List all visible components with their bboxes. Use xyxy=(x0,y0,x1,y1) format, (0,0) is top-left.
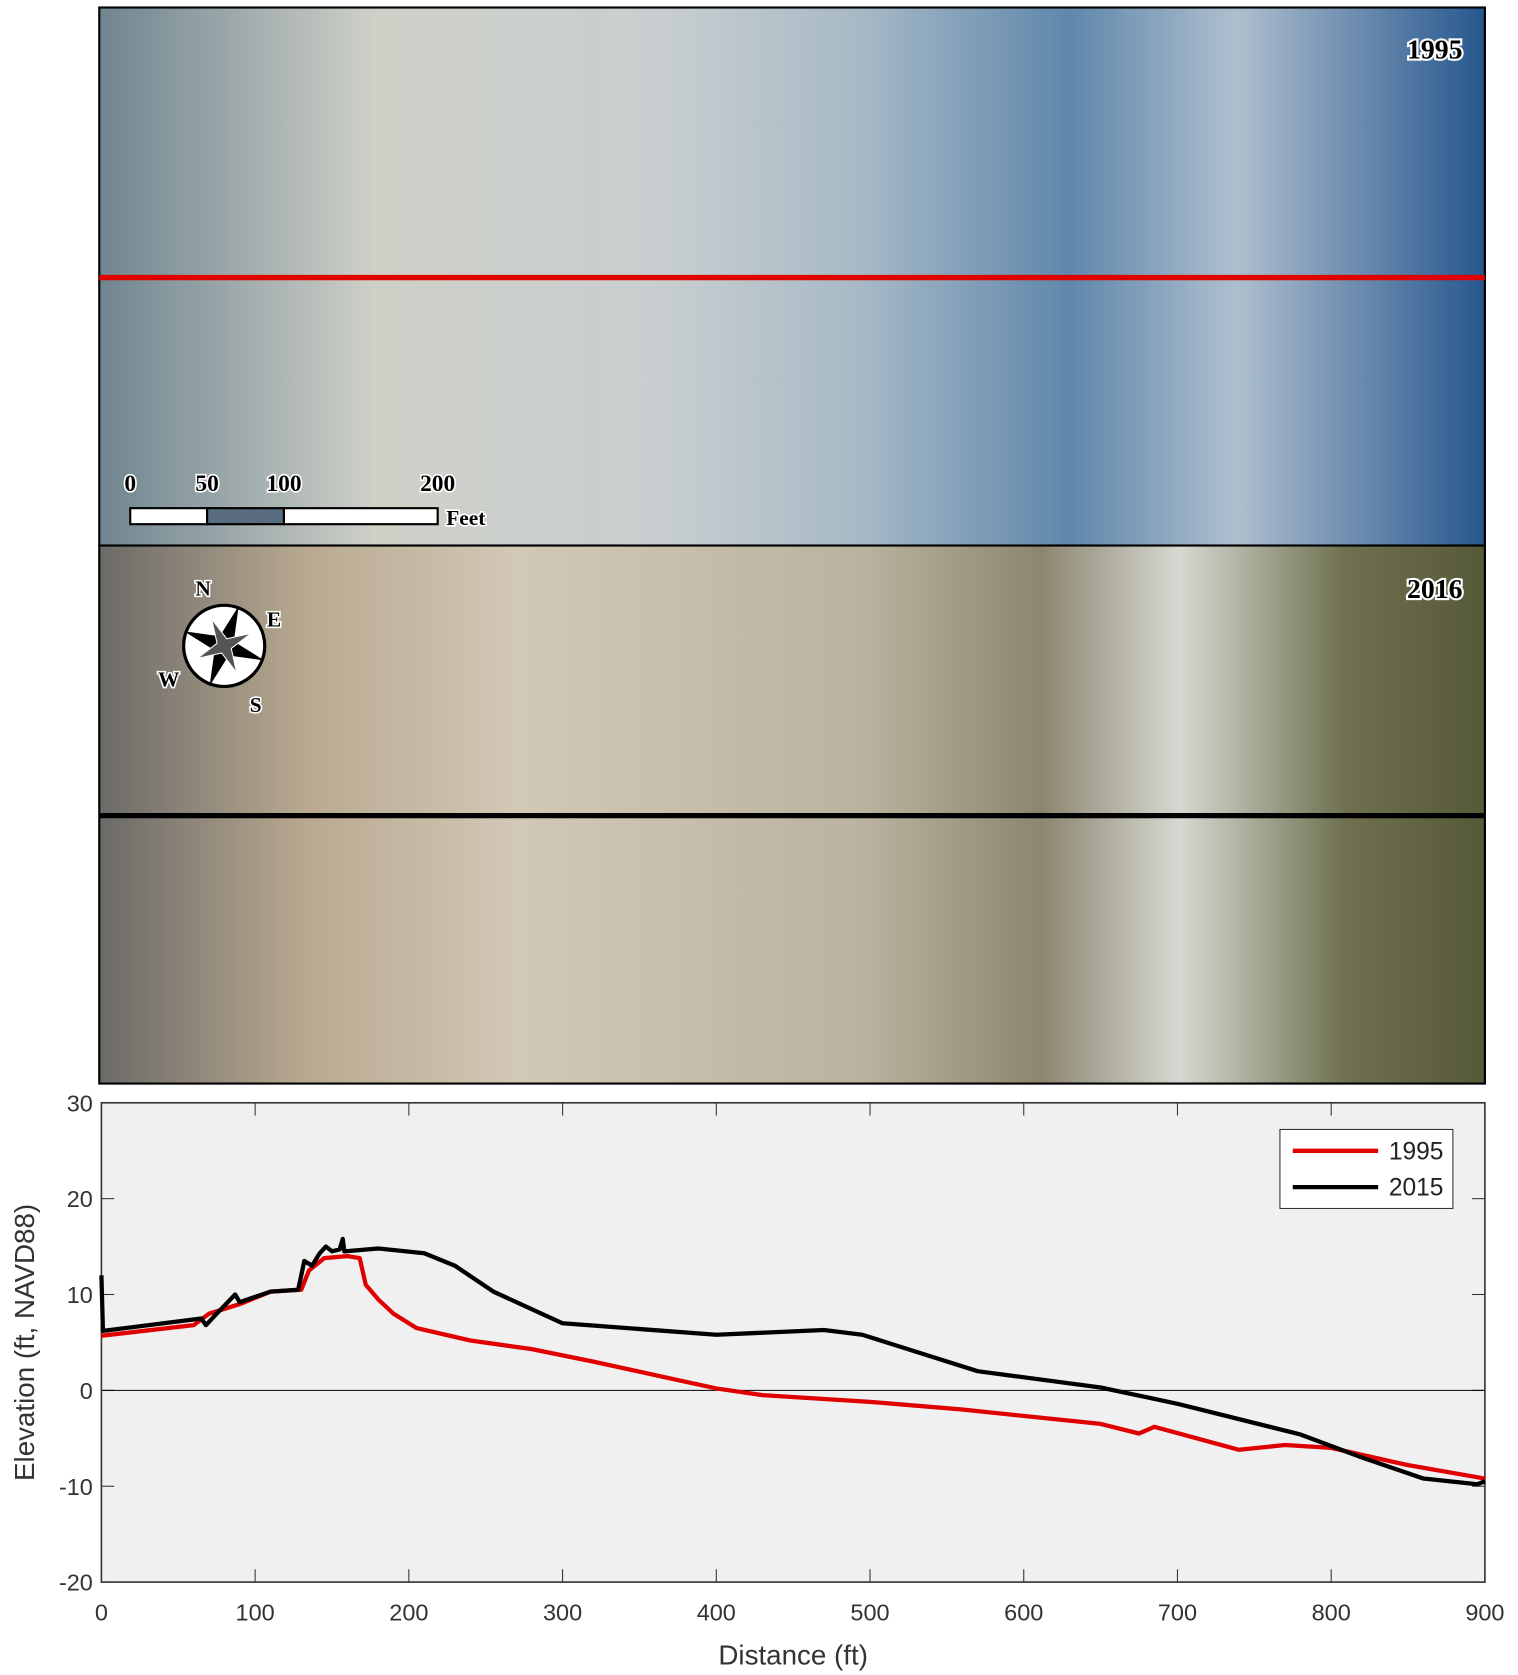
x-tick-label: 100 xyxy=(236,1600,275,1626)
compass-rose: N E S W xyxy=(156,575,282,719)
x-tick-label: 300 xyxy=(543,1600,582,1626)
compass-letter: S xyxy=(250,693,262,717)
y-tick-label: -20 xyxy=(59,1570,93,1596)
compass-letter: W xyxy=(158,667,180,691)
legend-label: 2015 xyxy=(1389,1175,1444,1202)
scale-label: 0 xyxy=(124,471,136,497)
x-tick-label: 700 xyxy=(1158,1600,1197,1626)
scale-label: 100 xyxy=(266,471,301,497)
x-axis-label: Distance (ft) xyxy=(718,1639,868,1670)
y-tick-label: 10 xyxy=(67,1282,93,1308)
x-tick-label: 800 xyxy=(1312,1600,1351,1626)
x-tick-label: 200 xyxy=(389,1600,428,1626)
data-line xyxy=(99,1236,1486,1487)
y-tick-label: -10 xyxy=(59,1474,93,1500)
scale-bar: 0 50 100 200 Feet xyxy=(123,469,488,531)
photo-year: 1995 xyxy=(1407,35,1463,66)
scale-label: 200 xyxy=(420,471,455,497)
scale-label: 50 xyxy=(195,471,218,497)
legend-box xyxy=(1279,1128,1454,1209)
y-tick-label: 20 xyxy=(67,1186,93,1212)
x-tick-label: 600 xyxy=(1004,1600,1043,1626)
scale-segment xyxy=(282,507,439,526)
scale-segment xyxy=(129,507,209,526)
x-tick-label: 0 xyxy=(95,1600,108,1626)
compass-letter: N xyxy=(195,577,211,601)
y-tick-label: 30 xyxy=(67,1090,93,1116)
scale-segment xyxy=(206,507,286,526)
legend-label: 1995 xyxy=(1389,1138,1444,1165)
compass-letter: E xyxy=(267,608,281,632)
plot-frame xyxy=(100,1101,1486,1583)
plot-area xyxy=(101,1102,1485,1583)
photo-year: 2016 xyxy=(1407,574,1463,605)
y-axis-label: Elevation (ft, NAVD88) xyxy=(9,1204,40,1481)
compass-star xyxy=(196,618,252,674)
x-tick-label: 900 xyxy=(1465,1600,1504,1626)
scale-unit: Feet xyxy=(446,506,486,530)
x-tick-label: 400 xyxy=(697,1600,736,1626)
x-tick-label: 500 xyxy=(850,1600,889,1626)
y-tick-label: 0 xyxy=(80,1378,93,1404)
